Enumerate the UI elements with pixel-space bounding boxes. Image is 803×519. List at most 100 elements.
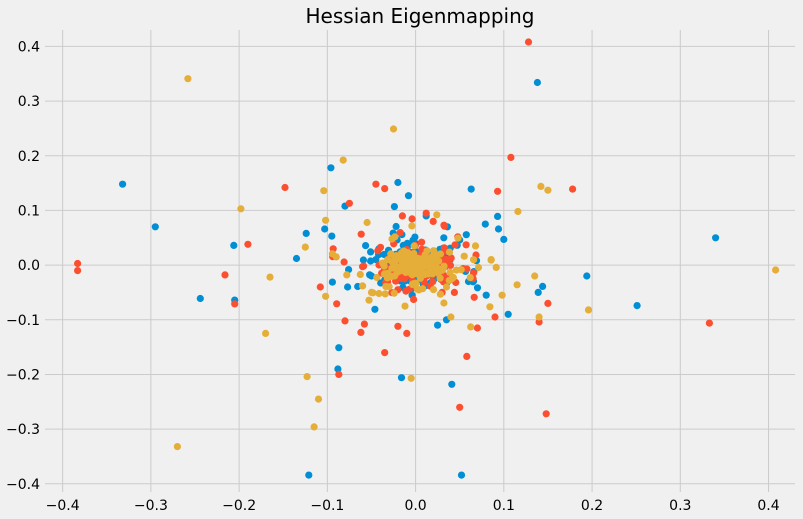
x-tick-label: −0.1 bbox=[310, 498, 344, 514]
scatter-point bbox=[305, 471, 313, 479]
scatter-point bbox=[535, 318, 543, 326]
scatter-point bbox=[372, 180, 380, 188]
scatter-point bbox=[322, 216, 330, 224]
scatter-point bbox=[328, 232, 336, 240]
scatter-point bbox=[473, 284, 482, 292]
scatter-point bbox=[327, 164, 335, 172]
scatter-point bbox=[712, 234, 720, 242]
scatter-point bbox=[357, 230, 365, 238]
scatter-point bbox=[344, 283, 352, 291]
scatter-point bbox=[473, 324, 481, 332]
scatter-point bbox=[320, 187, 328, 195]
scatter-point bbox=[407, 374, 415, 382]
x-tick-label: −0.3 bbox=[134, 498, 168, 514]
scatter-point bbox=[345, 199, 353, 207]
scatter-point bbox=[409, 280, 417, 288]
scatter-point bbox=[371, 305, 379, 313]
scatter-point bbox=[569, 185, 577, 193]
scatter-point bbox=[417, 255, 426, 263]
scatter-point bbox=[359, 282, 367, 290]
scatter-point bbox=[494, 212, 502, 220]
scatter-point bbox=[332, 253, 340, 261]
scatter-point bbox=[584, 306, 593, 314]
scatter-point bbox=[74, 267, 82, 275]
scatter-point bbox=[334, 365, 342, 373]
scatter-point bbox=[322, 292, 330, 300]
scatter-point bbox=[436, 290, 444, 298]
scatter-point bbox=[382, 282, 390, 290]
scatter-point bbox=[301, 243, 309, 251]
scatter-point bbox=[387, 250, 395, 258]
scatter-point bbox=[498, 291, 506, 299]
scatter-point bbox=[321, 225, 329, 233]
scatter-point bbox=[357, 328, 365, 336]
scatter-point bbox=[173, 443, 181, 451]
scatter-point bbox=[335, 344, 343, 352]
scatter-point bbox=[470, 293, 478, 301]
scatter-point bbox=[513, 281, 521, 289]
x-tick-label: 0.4 bbox=[757, 498, 779, 514]
scatter-point bbox=[415, 267, 423, 275]
scatter-point bbox=[456, 403, 464, 411]
scatter-point bbox=[462, 231, 470, 239]
scatter-point bbox=[74, 259, 82, 268]
scatter-point bbox=[451, 241, 459, 249]
y-tick-label: −0.2 bbox=[6, 367, 40, 383]
scatter-point bbox=[452, 266, 460, 274]
scatter-point bbox=[381, 349, 389, 357]
scatter-point bbox=[467, 323, 475, 331]
scatter-point bbox=[380, 250, 388, 259]
scatter-point bbox=[403, 329, 411, 337]
scatter-point bbox=[367, 288, 376, 296]
scatter-point bbox=[442, 283, 451, 291]
scatter-point bbox=[380, 262, 388, 270]
scatter-point bbox=[433, 211, 441, 219]
scatter-point bbox=[375, 289, 383, 298]
scatter-point bbox=[400, 247, 408, 255]
scatter-point bbox=[428, 260, 436, 268]
scatter-point bbox=[362, 242, 370, 250]
scatter-point bbox=[381, 185, 389, 193]
scatter-point bbox=[390, 289, 398, 297]
scatter-point bbox=[398, 212, 406, 220]
scatter-point bbox=[196, 294, 204, 303]
scatter-point bbox=[460, 252, 468, 260]
scatter-point bbox=[360, 262, 368, 270]
scatter-point bbox=[457, 471, 466, 479]
x-tick-label: 0.2 bbox=[581, 498, 603, 514]
scatter-point bbox=[340, 258, 348, 266]
scatter-point bbox=[447, 313, 455, 321]
y-tick-label: −0.4 bbox=[6, 477, 40, 493]
scatter-point bbox=[462, 241, 470, 249]
scatter-point bbox=[397, 374, 406, 382]
scatter-point bbox=[463, 265, 471, 273]
scatter-point bbox=[374, 247, 382, 255]
scatter-point bbox=[281, 183, 289, 192]
scatter-point bbox=[436, 274, 444, 282]
scatter-point bbox=[404, 192, 413, 200]
scatter-point bbox=[470, 256, 478, 264]
scatter-point bbox=[262, 329, 270, 337]
scatter-point bbox=[391, 233, 399, 241]
scatter-point bbox=[429, 278, 437, 286]
x-tick-label: 0.0 bbox=[404, 498, 426, 514]
scatter-point bbox=[492, 263, 500, 271]
scatter-point bbox=[504, 310, 512, 318]
scatter-point bbox=[486, 303, 494, 311]
scatter-point bbox=[705, 319, 714, 327]
x-tick-label: −0.4 bbox=[46, 498, 80, 514]
scatter-point bbox=[266, 273, 274, 281]
scatter-point bbox=[392, 222, 400, 231]
scatter-point bbox=[388, 258, 396, 266]
scatter-point bbox=[429, 217, 437, 225]
scatter-point bbox=[396, 229, 404, 237]
scatter-point bbox=[415, 286, 423, 294]
scatter-point bbox=[440, 262, 448, 270]
scatter-point bbox=[363, 218, 371, 227]
scatter-point bbox=[360, 320, 368, 328]
scatter-point bbox=[292, 254, 301, 263]
scatter-point bbox=[474, 263, 483, 272]
scatter-point bbox=[231, 300, 239, 308]
scatter-point bbox=[356, 270, 364, 279]
scatter-point bbox=[467, 185, 475, 193]
